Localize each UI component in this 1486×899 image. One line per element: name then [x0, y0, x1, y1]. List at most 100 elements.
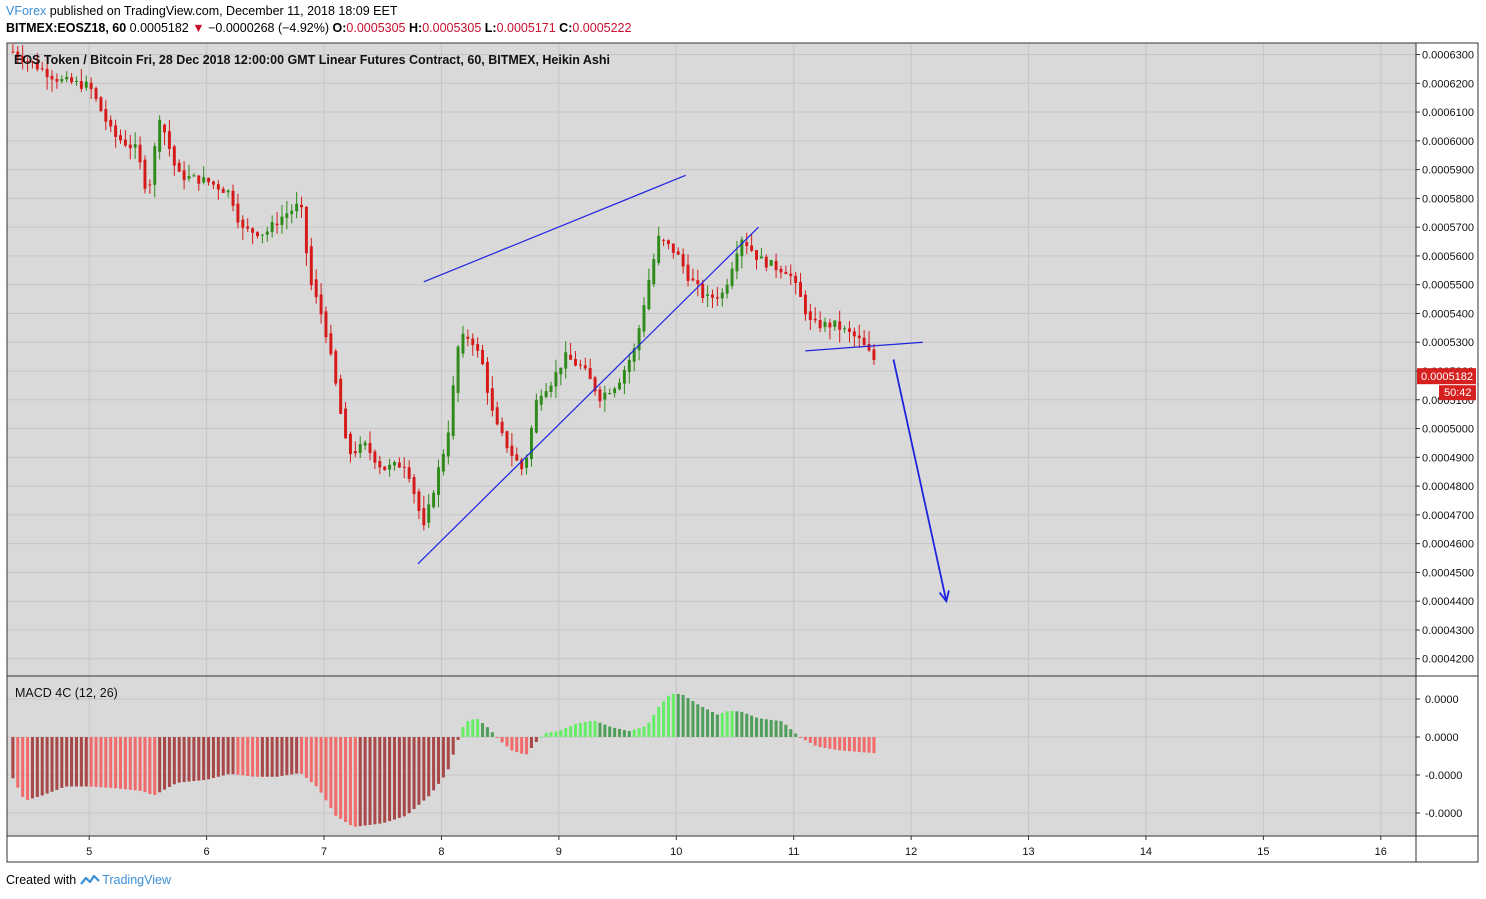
candle-body: [153, 146, 157, 185]
candle-body: [569, 354, 573, 360]
candle-body: [437, 467, 440, 495]
low-label: L:: [484, 21, 497, 35]
candle-body: [769, 260, 773, 266]
macd-bar: [285, 737, 289, 776]
macd-bar: [123, 737, 127, 790]
macd-bar: [799, 737, 803, 738]
macd-bar: [202, 737, 206, 781]
candle-body: [803, 294, 807, 315]
candle-body: [50, 75, 54, 80]
candle-body: [163, 124, 167, 133]
candle-body: [167, 131, 171, 149]
macd-bar: [466, 721, 470, 737]
candle-body: [681, 254, 685, 267]
macd-bar: [471, 719, 475, 737]
macd-bar: [441, 737, 445, 778]
countdown-tag: [1439, 385, 1476, 401]
macd-bar: [725, 711, 729, 737]
macd-panel: MACD 4C (12, 26): [7, 676, 1416, 836]
candle-body: [784, 271, 788, 274]
macd-bar: [838, 737, 842, 751]
candle-body: [30, 61, 34, 63]
candle-body: [505, 431, 509, 449]
candle-body: [246, 226, 250, 229]
candle-body: [843, 328, 847, 330]
macd-bar: [828, 737, 832, 749]
macd-bar: [197, 737, 201, 781]
macd-bar: [872, 737, 876, 754]
symbol-label: BITMEX:EOSZ18, 60: [6, 21, 127, 35]
candle-body: [593, 377, 597, 392]
macd-bar: [686, 698, 690, 737]
macd-bar: [118, 737, 123, 789]
open-value: 0.0005305: [346, 21, 406, 35]
macd-bar: [759, 718, 763, 737]
time-tick-label: 10: [670, 846, 682, 858]
candle-body: [847, 328, 851, 332]
macd-bar: [476, 719, 480, 737]
candle-body: [818, 320, 822, 329]
macd-bar: [99, 737, 103, 788]
price-tick-label: 0.0004400: [1422, 596, 1474, 608]
macd-bar: [133, 737, 137, 791]
macd-bar: [451, 737, 455, 755]
created-with-text: Created with: [6, 873, 77, 887]
candle-body: [588, 367, 592, 380]
candle-body: [84, 81, 88, 88]
candle-body: [764, 256, 768, 268]
candle-body: [618, 382, 621, 390]
macd-bar: [21, 737, 25, 797]
candle-body: [60, 79, 64, 82]
price-tick-label: 0.0006100: [1422, 107, 1474, 119]
time-tick-label: 6: [204, 846, 210, 858]
macd-bar: [520, 737, 524, 754]
macd-bar: [813, 737, 817, 746]
candle-body: [226, 190, 230, 193]
macd-bar: [593, 720, 597, 737]
macd-bar: [525, 737, 529, 755]
author-link[interactable]: VForex: [6, 4, 47, 18]
candle-body: [300, 204, 303, 208]
upper-wedge-line: [423, 174, 686, 283]
candle-body: [441, 453, 445, 472]
macd-bar: [515, 737, 519, 753]
candle-body: [730, 268, 734, 286]
time-tick-label: 15: [1257, 846, 1269, 858]
footer: Created with TradingView: [6, 873, 171, 887]
macd-bar: [485, 727, 489, 737]
candle-body: [109, 119, 113, 127]
macd-bar: [588, 721, 592, 737]
macd-bar: [50, 737, 54, 792]
macd-bar: [618, 728, 622, 737]
macd-bar: [657, 707, 661, 737]
candle-body: [759, 256, 763, 259]
candle-body: [383, 466, 387, 471]
time-tick-label: 12: [905, 846, 917, 858]
close-label: C:: [559, 21, 573, 35]
macd-bar: [490, 732, 494, 737]
candle-body: [539, 395, 543, 405]
candle-body: [613, 388, 617, 394]
candle-body: [642, 305, 646, 332]
macd-bar: [378, 737, 382, 824]
macd-bar: [671, 693, 675, 737]
candle-body: [393, 461, 396, 466]
price-panel: EOS Token / Bitcoin Fri, 28 Dec 2018 12:…: [7, 43, 1416, 676]
macd-bar: [559, 730, 563, 737]
candle-body: [104, 109, 108, 122]
macd-bar: [461, 727, 465, 737]
candle-body: [603, 392, 607, 400]
candle-body: [363, 442, 367, 446]
tradingview-logo[interactable]: TradingView: [80, 873, 171, 887]
price-tick-label: 0.0005300: [1422, 337, 1474, 349]
candle-body: [471, 338, 475, 346]
candle-body: [353, 451, 357, 454]
candle-body: [319, 294, 323, 315]
candle-body: [182, 170, 186, 181]
candle-body: [99, 97, 103, 112]
candle-body: [799, 281, 803, 297]
macd-bar: [598, 722, 602, 737]
candle-body: [290, 210, 294, 215]
macd-bar: [427, 737, 431, 797]
